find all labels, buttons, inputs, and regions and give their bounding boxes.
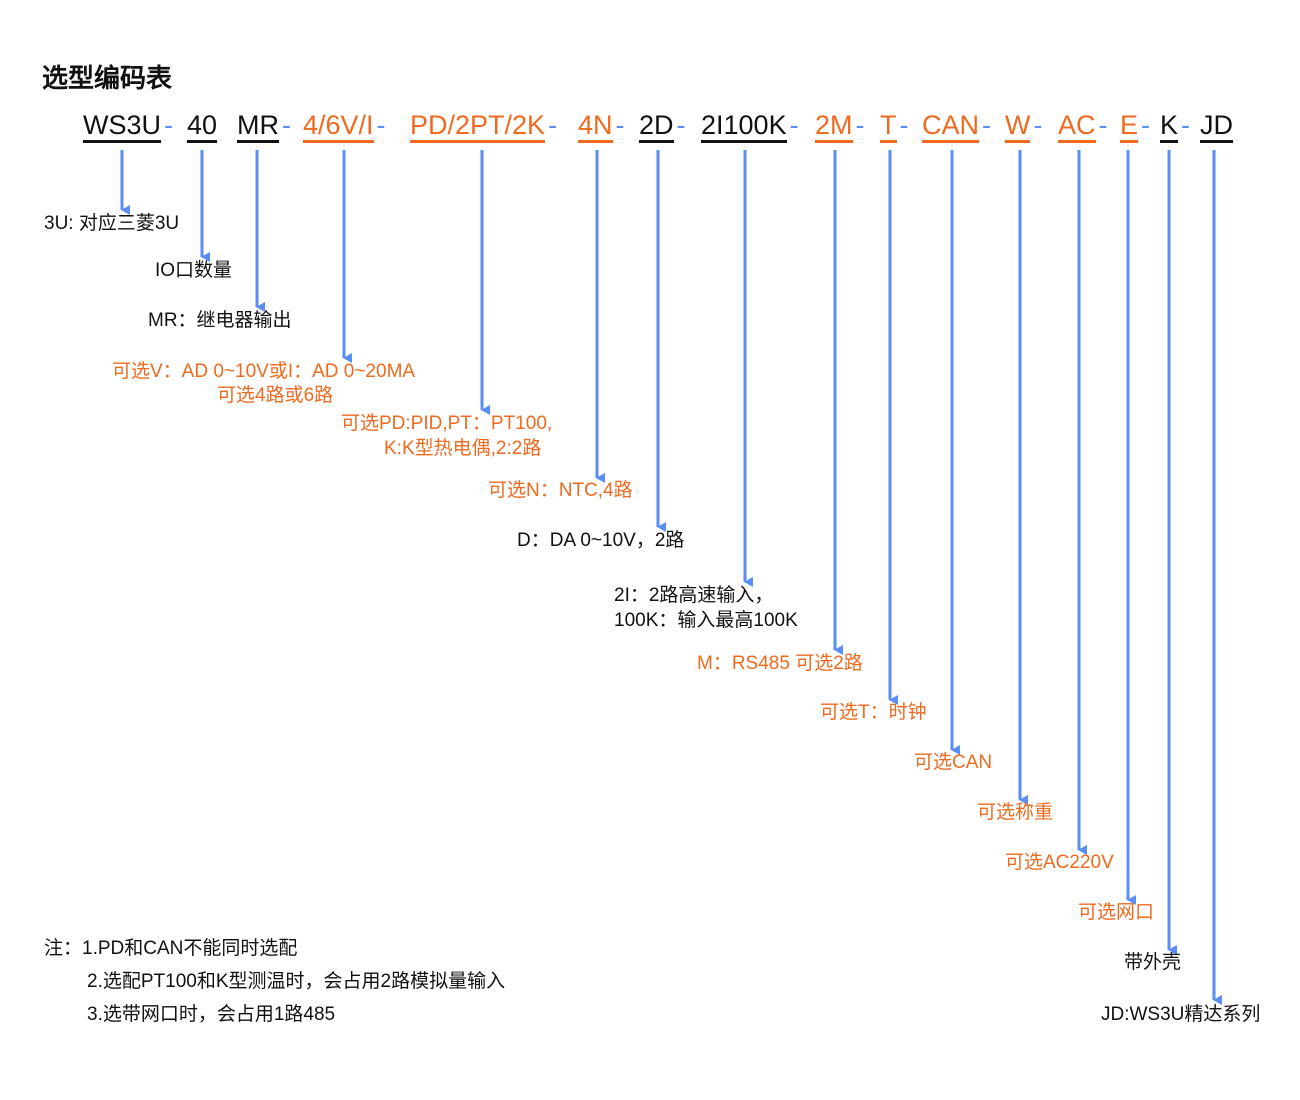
code-clock: T- (880, 108, 909, 143)
code-ac220v: AC - (1058, 108, 1108, 143)
label-clock: 可选T：时钟 (820, 702, 927, 723)
code-ws3u: WS3U - (83, 108, 173, 143)
label-ethernet: 可选网口 (1078, 902, 1155, 923)
code-weighing: W- (1005, 108, 1042, 143)
label-weighing: 可选称重 (977, 802, 1054, 823)
code-io-count: 40 (187, 108, 218, 143)
code-high-speed: 2I100K - (701, 108, 799, 143)
code-housing: K- (1160, 108, 1190, 143)
code-rs485: 2M - (815, 108, 865, 143)
label-temperature-2: K:K型热电偶,2:2路 (384, 438, 542, 459)
label-analog-input-2: 可选4路或6路 (217, 385, 334, 406)
note-1: 注：1.PD和CAN不能同时选配 (44, 938, 298, 959)
label-high-speed-1: 2I：2路高速输入， (614, 585, 774, 606)
label-can: 可选CAN (914, 752, 993, 773)
code-da: 2D - (639, 108, 686, 143)
code-analog-input: 4/6V/I - (303, 108, 386, 143)
label-ac220v: 可选AC220V (1005, 852, 1114, 873)
code-can: CAN - (922, 108, 991, 143)
label-mr: MR：继电器输出 (148, 310, 292, 331)
label-high-speed-2: 100K：输入最高100K (614, 610, 798, 631)
code-jd: JD (1200, 108, 1233, 143)
label-da: D：DA 0~10V，2路 (517, 530, 685, 551)
label-temperature-1: 可选PD:PID,PT：PT100, (341, 413, 553, 434)
note-2: 2.选配PT100和K型测温时，会占用2路模拟量输入 (87, 971, 506, 992)
label-ws3u: 3U: 对应三菱3U (44, 213, 180, 234)
code-mr: MR - (237, 108, 291, 143)
code-ethernet: E- (1120, 108, 1150, 143)
diagram-title: 选型编码表 (42, 64, 173, 94)
label-jd: JD:WS3U精达系列 (1101, 1004, 1261, 1025)
note-3: 3.选带网口时，会占用1路485 (87, 1004, 336, 1025)
label-rs485: M：RS485 可选2路 (697, 653, 863, 674)
label-housing: 带外壳 (1124, 952, 1182, 973)
label-analog-input-1: 可选V：AD 0~10V或I：AD 0~20MA (112, 361, 416, 382)
label-io-count: IO口数量 (155, 260, 233, 281)
code-temperature: PD/2PT/2K - (410, 108, 557, 143)
code-ntc: 4N - (578, 108, 625, 143)
label-ntc: 可选N：NTC,4路 (488, 480, 633, 501)
